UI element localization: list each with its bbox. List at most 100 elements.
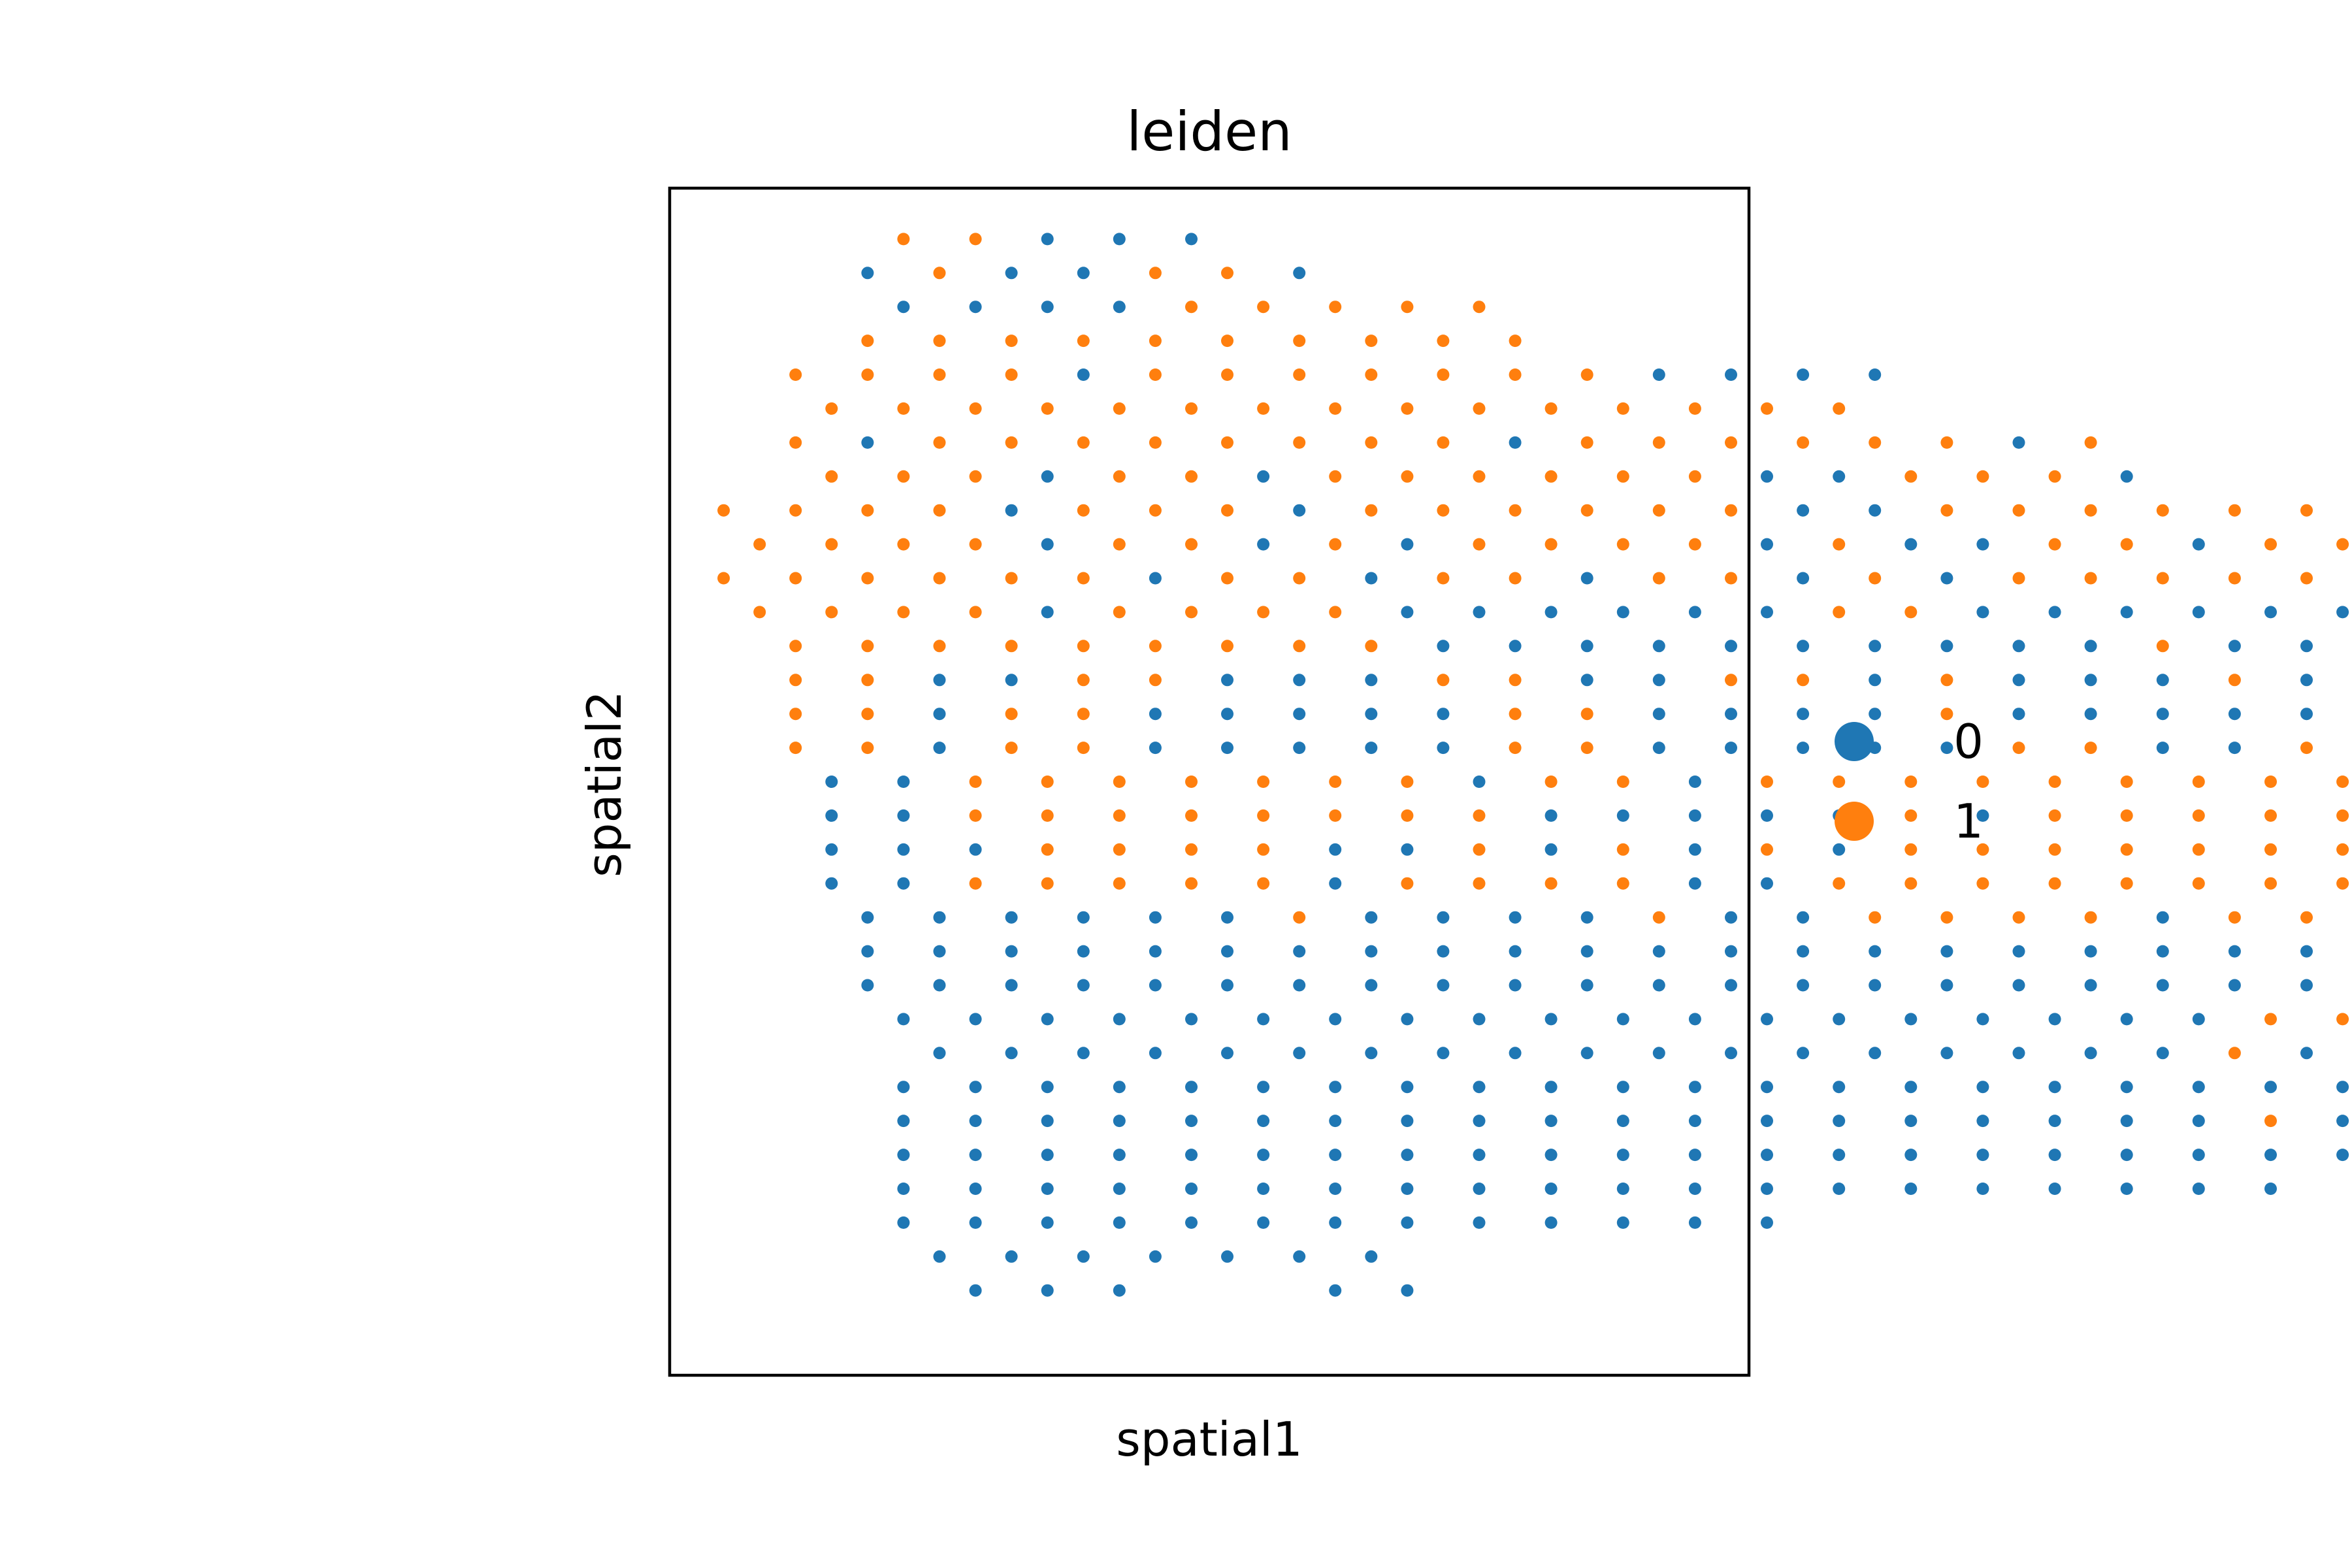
spot-cluster-0: [1761, 809, 1773, 822]
spot-cluster-0: [2228, 640, 2241, 653]
spot-cluster-1: [1869, 572, 1882, 585]
spot-cluster-1: [2228, 674, 2241, 687]
spot-cluster-0: [1437, 911, 1450, 924]
spot-cluster-1: [2012, 742, 2025, 755]
spot-cluster-0: [1544, 1081, 1558, 1094]
spot-cluster-0: [1616, 1115, 1629, 1128]
spot-cluster-0: [1149, 572, 1162, 585]
spot-cluster-0: [897, 809, 910, 822]
spot-cluster-0: [1833, 1013, 1846, 1026]
spot-cluster-0: [2156, 979, 2169, 992]
spot-cluster-0: [1797, 911, 1810, 924]
spot-cluster-1: [2336, 843, 2349, 856]
spot-cluster-0: [2192, 1115, 2205, 1128]
spot-cluster-1: [969, 233, 982, 246]
spot-cluster-1: [1833, 538, 1846, 551]
spot-cluster-0: [1725, 1047, 1737, 1060]
spot-cluster-0: [1005, 674, 1018, 687]
spot-cluster-0: [2192, 1183, 2205, 1195]
spot-cluster-0: [1580, 945, 1593, 958]
spot-cluster-0: [1580, 572, 1593, 585]
spot-cluster-1: [1185, 843, 1198, 856]
spot-cluster-0: [1293, 979, 1306, 992]
spot-cluster-0: [1329, 1081, 1342, 1094]
spot-cluster-1: [1401, 470, 1414, 483]
spot-cluster-1: [1257, 809, 1270, 822]
spot-cluster-1: [1077, 640, 1090, 653]
spot-cluster-0: [897, 1115, 910, 1128]
spot-cluster-0: [933, 708, 946, 721]
spot-cluster-0: [1473, 1183, 1486, 1195]
spot-cluster-0: [2120, 1013, 2133, 1026]
spot-cluster-0: [2084, 708, 2097, 721]
spot-cluster-1: [1041, 809, 1054, 822]
spot-cluster-1: [1113, 470, 1126, 483]
spot-cluster-0: [1976, 1013, 1989, 1026]
spot-cluster-0: [1688, 877, 1701, 890]
spot-cluster-0: [1005, 979, 1018, 992]
spot-cluster-0: [2336, 1115, 2349, 1128]
spot-cluster-1: [1257, 843, 1270, 856]
spot-cluster-0: [1616, 1081, 1629, 1094]
spot-cluster-0: [1473, 776, 1486, 788]
spot-cluster-0: [1761, 470, 1773, 483]
spot-cluster-0: [1437, 708, 1450, 721]
spot-cluster-0: [2012, 945, 2025, 958]
spot-cluster-0: [1365, 979, 1378, 992]
spot-cluster-1: [1293, 368, 1306, 381]
spot-cluster-0: [1401, 1115, 1414, 1128]
spot-cluster-1: [1544, 877, 1558, 890]
spot-cluster-0: [1904, 1081, 1918, 1094]
legend-marker-0: [1835, 722, 1874, 761]
spot-cluster-0: [1293, 1047, 1306, 1060]
spot-cluster-0: [1185, 1149, 1198, 1162]
spot-cluster-1: [2156, 640, 2169, 653]
spot-cluster-0: [1652, 368, 1665, 381]
spot-cluster-0: [969, 843, 982, 856]
spot-cluster-0: [2084, 1047, 2097, 1060]
spot-cluster-0: [1616, 1216, 1629, 1229]
spot-cluster-0: [2084, 674, 2097, 687]
spot-cluster-1: [1221, 436, 1233, 449]
spot-cluster-0: [933, 945, 946, 958]
spot-cluster-1: [1365, 640, 1378, 653]
spot-cluster-0: [2120, 1081, 2133, 1094]
spot-cluster-1: [1616, 538, 1629, 551]
spot-cluster-0: [1113, 1013, 1126, 1026]
spot-cluster-1: [1077, 708, 1090, 721]
spot-cluster-1: [1365, 368, 1378, 381]
spot-cluster-0: [2264, 1149, 2277, 1162]
spot-cluster-0: [1833, 1149, 1846, 1162]
spot-cluster-1: [1185, 776, 1198, 788]
spot-cluster-1: [1149, 640, 1162, 653]
spot-cluster-1: [2156, 572, 2169, 585]
spot-cluster-1: [2156, 504, 2169, 517]
spot-cluster-1: [789, 368, 802, 381]
spot-cluster-1: [1473, 538, 1486, 551]
spot-cluster-1: [1077, 572, 1090, 585]
spot-cluster-1: [1329, 606, 1342, 619]
spot-cluster-0: [1580, 911, 1593, 924]
spot-cluster-0: [1401, 1183, 1414, 1195]
spot-cluster-1: [2084, 572, 2097, 585]
spot-cluster-0: [1797, 742, 1810, 755]
spot-cluster-1: [789, 640, 802, 653]
spot-cluster-0: [2156, 1047, 2169, 1060]
spot-cluster-1: [1437, 504, 1450, 517]
spot-cluster-1: [2084, 911, 2097, 924]
spot-cluster-0: [1797, 504, 1810, 517]
spot-cluster-1: [1365, 504, 1378, 517]
spot-cluster-1: [1761, 776, 1773, 788]
spot-cluster-0: [1005, 945, 1018, 958]
spot-cluster-1: [2300, 504, 2313, 517]
spot-cluster-1: [1149, 368, 1162, 381]
spot-cluster-0: [1365, 708, 1378, 721]
spot-cluster-0: [1797, 640, 1810, 653]
spot-cluster-1: [897, 606, 910, 619]
spot-cluster-1: [2120, 809, 2133, 822]
spot-cluster-1: [2264, 538, 2277, 551]
spot-cluster-1: [1904, 776, 1918, 788]
spot-cluster-1: [1041, 402, 1054, 415]
legend-label-0: 0: [1953, 714, 1984, 769]
